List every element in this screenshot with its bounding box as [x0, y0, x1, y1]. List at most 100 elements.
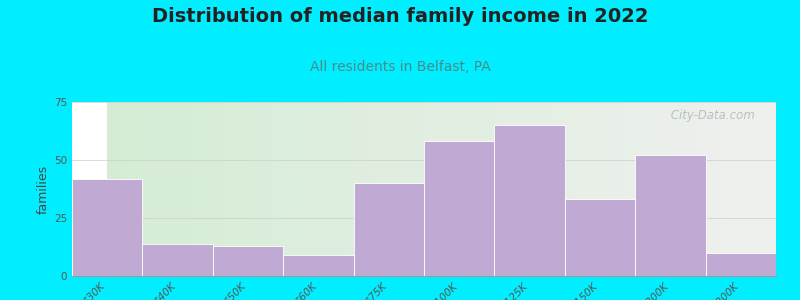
Bar [220, 102, 223, 276]
Bar [720, 102, 723, 276]
Bar [308, 102, 311, 276]
Bar [368, 102, 371, 276]
Bar [554, 102, 558, 276]
Bar [738, 102, 741, 276]
Bar [456, 102, 459, 276]
Bar [431, 102, 434, 276]
Bar [248, 102, 251, 276]
Bar [741, 102, 744, 276]
Bar [663, 102, 667, 276]
Bar [374, 102, 378, 276]
Bar [185, 102, 188, 276]
Bar [125, 102, 128, 276]
Bar [329, 102, 333, 276]
Bar [294, 102, 298, 276]
Bar [160, 102, 163, 276]
Bar [421, 102, 424, 276]
Bar [386, 102, 389, 276]
Bar [258, 102, 262, 276]
Bar [558, 102, 562, 276]
Bar [276, 102, 280, 276]
Bar [713, 102, 716, 276]
Bar [216, 102, 220, 276]
Bar [449, 102, 452, 276]
Bar [597, 102, 600, 276]
Bar [251, 102, 255, 276]
Bar [364, 102, 368, 276]
Bar [502, 102, 505, 276]
Bar [206, 102, 210, 276]
Bar [339, 102, 343, 276]
Bar [452, 102, 456, 276]
Bar [667, 102, 670, 276]
Bar [132, 102, 135, 276]
Bar [783, 102, 786, 276]
Bar [773, 102, 776, 276]
Bar [192, 102, 195, 276]
Bar [298, 102, 301, 276]
Bar [114, 102, 118, 276]
Bar [562, 102, 565, 276]
Bar [283, 102, 286, 276]
Bar [575, 102, 579, 276]
Bar [414, 102, 417, 276]
Bar [522, 102, 526, 276]
Bar [565, 200, 635, 276]
Bar [202, 102, 206, 276]
Bar [354, 183, 424, 276]
Text: City-Data.com: City-Data.com [667, 109, 755, 122]
Bar [748, 102, 751, 276]
Bar [210, 102, 213, 276]
Bar [487, 102, 491, 276]
Bar [139, 102, 142, 276]
Bar [378, 102, 382, 276]
Bar [245, 102, 248, 276]
Bar [758, 102, 762, 276]
Bar [688, 102, 691, 276]
Bar [346, 102, 350, 276]
Bar [678, 102, 681, 276]
Bar [653, 102, 656, 276]
Bar [150, 102, 153, 276]
Bar [157, 102, 160, 276]
Bar [550, 102, 554, 276]
Bar [674, 102, 678, 276]
Bar [537, 102, 540, 276]
Bar [262, 102, 266, 276]
Bar [318, 102, 322, 276]
Bar [311, 102, 315, 276]
Bar [751, 102, 755, 276]
Bar [498, 102, 502, 276]
Bar [607, 102, 610, 276]
Bar [188, 102, 192, 276]
Bar [273, 102, 276, 276]
Bar [766, 102, 769, 276]
Bar [515, 102, 519, 276]
Bar [695, 102, 698, 276]
Bar [730, 102, 734, 276]
Bar [434, 102, 438, 276]
Bar [618, 102, 621, 276]
Bar [396, 102, 399, 276]
Bar [146, 102, 150, 276]
Bar [315, 102, 318, 276]
Bar [670, 102, 674, 276]
Bar [354, 102, 357, 276]
Bar [568, 102, 572, 276]
Y-axis label: families: families [37, 164, 50, 214]
Bar [474, 102, 477, 276]
Bar [424, 102, 427, 276]
Bar [642, 102, 646, 276]
Bar [632, 102, 635, 276]
Bar [526, 102, 530, 276]
Bar [357, 102, 361, 276]
Bar [685, 102, 688, 276]
Bar [255, 102, 258, 276]
Bar [343, 102, 346, 276]
Bar [480, 102, 484, 276]
Bar [142, 244, 213, 276]
Bar [174, 102, 178, 276]
Bar [505, 102, 509, 276]
Bar [650, 102, 653, 276]
Bar [512, 102, 515, 276]
